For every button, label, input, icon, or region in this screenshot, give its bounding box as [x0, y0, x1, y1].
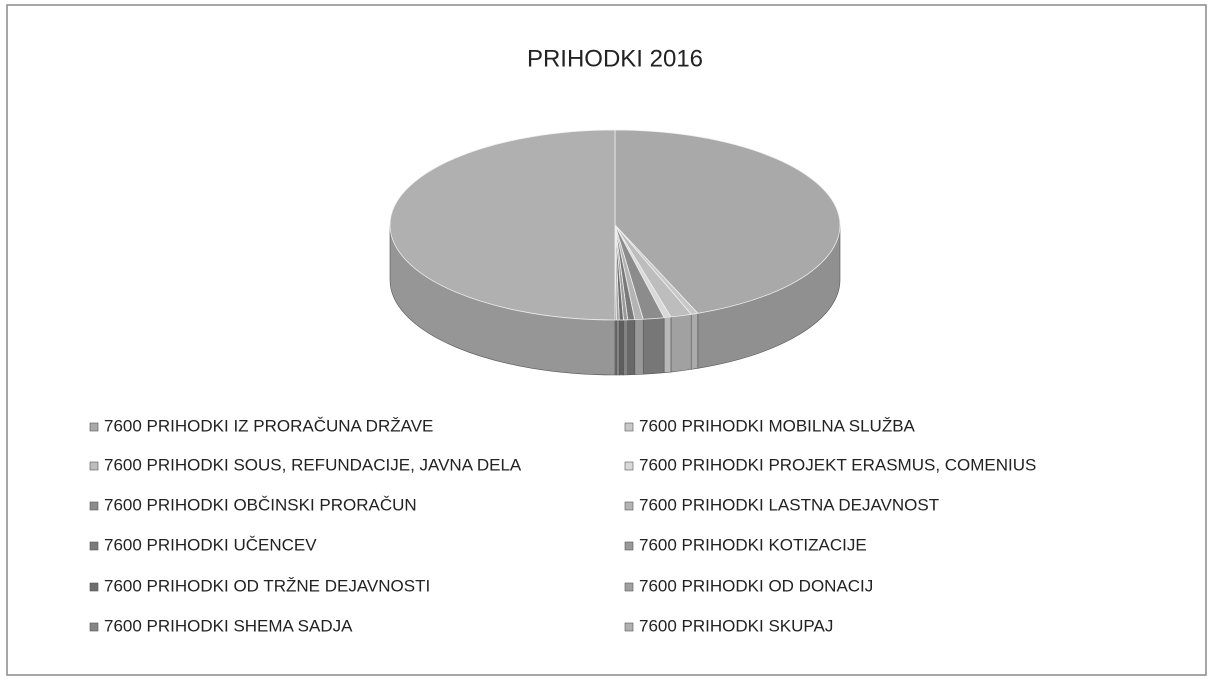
- legend-label: 7600 PRIHODKI SKUPAJ: [639, 616, 833, 635]
- legend-swatch: [89, 582, 99, 592]
- pie-slice: [614, 224, 692, 373]
- legend-swatch: [89, 422, 99, 432]
- legend-label: 7600 PRIHODKI OD TRŽNE DEJAVNOSTI: [104, 576, 430, 595]
- pie-slice-side: [627, 319, 636, 376]
- legend-swatch: [624, 461, 634, 471]
- pie-slice-side: [670, 314, 692, 373]
- legend-swatch: [89, 461, 99, 471]
- legend-swatch: [89, 501, 99, 511]
- legend-label: 7600 PRIHODKI PROJEKT ERASMUS, COMENIUS: [639, 455, 1036, 474]
- pie-slice-side: [642, 317, 665, 375]
- legend-label: 7600 PRIHODKI MOBILNA SLUŽBA: [639, 416, 916, 435]
- pie-slice: [389, 129, 616, 376]
- legend-label: 7600 PRIHODKI OBČINSKI PRORAČUN: [104, 495, 417, 514]
- legend-label: 7600 PRIHODKI KOTIZACIJE: [639, 535, 867, 554]
- legend-label: 7600 PRIHODKI IZ PRORAČUNA DRŽAVE: [104, 416, 433, 435]
- pie-slice-side: [690, 312, 699, 370]
- legend-swatch: [624, 541, 634, 551]
- pie-slice: [614, 224, 699, 370]
- legend-swatch: [89, 541, 99, 551]
- pie-slice: [614, 224, 665, 375]
- legend-label: 7600 PRIHODKI UČENCEV: [104, 535, 317, 554]
- legend-label: 7600 PRIHODKI SHEMA SADJA: [104, 616, 353, 635]
- legend-label: 7600 PRIHODKI LASTNA DEJAVNOST: [639, 495, 939, 514]
- legend-label: 7600 PRIHODKI SOUS, REFUNDACIJE, JAVNA D…: [104, 455, 522, 474]
- legend-swatch: [624, 622, 634, 632]
- legend-swatch: [624, 501, 634, 511]
- pie-slice-top: [389, 129, 616, 321]
- pie-slice-top: [614, 129, 841, 314]
- legend-swatch: [89, 622, 99, 632]
- pie-slice-side: [634, 318, 644, 375]
- pie-slice-side: [616, 319, 620, 376]
- pie-slice-side: [663, 316, 672, 374]
- legend-swatch: [624, 582, 634, 592]
- chart-title: PRIHODKI 2016: [527, 45, 703, 72]
- legend-swatch: [624, 422, 634, 432]
- pie-slice-side: [618, 319, 624, 376]
- legend-label: 7600 PRIHODKI OD DONACIJ: [639, 576, 873, 595]
- pie-slice-side: [623, 319, 629, 376]
